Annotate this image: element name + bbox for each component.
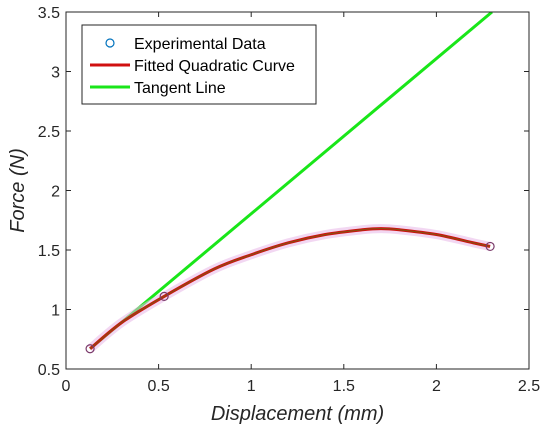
x-tick-label: 1.5 xyxy=(333,378,355,395)
y-tick-label: 3 xyxy=(51,65,60,82)
experimental-data-point xyxy=(485,241,495,252)
legend-entry-experimental-data: Experimental Data xyxy=(134,36,266,53)
x-tick-label: 1 xyxy=(247,378,256,395)
y-tick-label: 3.5 xyxy=(38,5,60,22)
x-axis-label: Displacement (mm) xyxy=(211,403,384,425)
legend-marker-experimental-data xyxy=(105,38,115,48)
y-axis-label: Force (N) xyxy=(7,148,29,232)
x-tick-label: 2.5 xyxy=(518,378,540,395)
series-tangent-line xyxy=(89,12,493,350)
legend: Experimental Data Fitted Quadratic Curve… xyxy=(81,24,317,105)
y-tick-label: 2 xyxy=(51,184,60,201)
x-tick-label: 2 xyxy=(432,378,441,395)
y-tick-label: 1.5 xyxy=(38,243,60,260)
experimental-data-point xyxy=(85,344,95,354)
legend-entry-fitted-quadratic-curve: Fitted Quadratic Curve xyxy=(134,58,295,75)
plot-marks xyxy=(85,12,495,354)
legend-entry-tangent-line: Tangent Line xyxy=(134,80,226,97)
y-tick-label: 0.5 xyxy=(38,362,60,379)
axis-tick-labels: 0 0.5 1 1.5 2 2.50.511.522.533.5 xyxy=(38,5,540,395)
x-tick-label: 0.5 xyxy=(147,378,169,395)
y-tick-label: 1 xyxy=(51,303,60,320)
y-tick-label: 2.5 xyxy=(38,124,60,141)
axis-ticks xyxy=(65,11,530,370)
series-fitted-quadratic-curve-core xyxy=(89,227,491,350)
experimental-data-point xyxy=(159,291,169,302)
x-tick-label: 0 xyxy=(62,378,71,395)
